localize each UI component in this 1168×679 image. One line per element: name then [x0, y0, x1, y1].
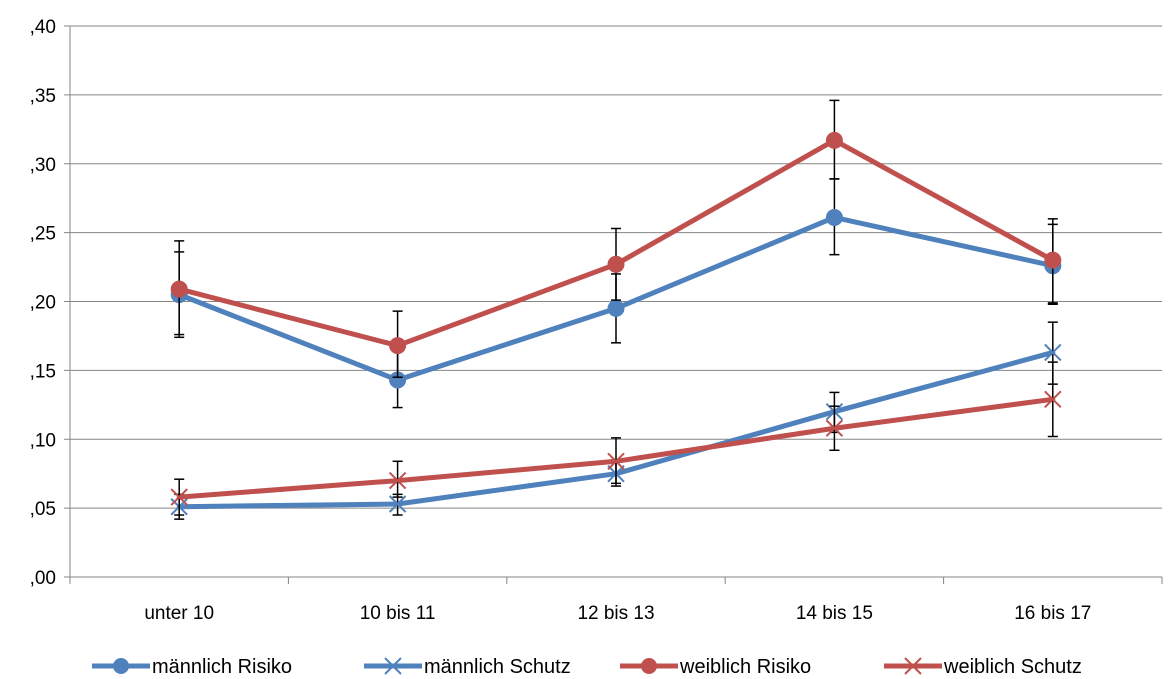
data-point	[825, 208, 843, 226]
series-3	[170, 99, 1062, 379]
data-point	[607, 255, 625, 273]
legend-marker	[904, 657, 922, 675]
legend-label: weiblich Schutz	[943, 656, 1082, 678]
legend-label: weiblich Risiko	[679, 656, 811, 678]
data-point	[825, 419, 844, 437]
data-point	[170, 280, 188, 298]
x-tick-label: unter 10	[144, 603, 214, 624]
data-point	[389, 337, 407, 355]
y-tick-label: ,00	[30, 568, 56, 589]
data-point	[170, 488, 188, 506]
axes	[64, 25, 1163, 584]
x-tick-label: 14 bis 15	[796, 603, 873, 624]
legend-label: männlich Risiko	[152, 656, 292, 678]
y-tick-label: ,15	[30, 361, 56, 382]
data-point	[825, 131, 843, 149]
data-point	[1044, 390, 1062, 409]
y-tick-label: ,35	[30, 86, 56, 107]
legend-entry: weiblich Risiko	[620, 656, 811, 678]
data-point	[607, 452, 625, 470]
legend: männlich Risiko männlich Schutz weiblich R…	[92, 656, 1082, 678]
x-tick-labels: unter 10 10 bis 11 12 bis 13 14 bis 15 16 bi…	[144, 603, 1091, 624]
y-tick-label: ,25	[30, 224, 56, 245]
data-point	[1044, 251, 1062, 269]
y-tick-label: ,10	[30, 430, 56, 451]
legend-entry: männlich Risiko	[92, 656, 292, 678]
y-tick-label: ,40	[30, 17, 56, 38]
x-tick-label: 12 bis 13	[577, 603, 654, 624]
x-tick-label: 16 bis 17	[1014, 603, 1091, 624]
legend-entry: männlich Schutz	[364, 656, 571, 678]
series-layer	[170, 99, 1062, 520]
y-tick-label: ,05	[30, 499, 56, 520]
data-point	[388, 495, 407, 513]
series-4	[170, 361, 1062, 516]
data-point	[607, 299, 625, 317]
legend-entry: weiblich Schutz	[884, 656, 1082, 678]
y-tick-labels: ,00 ,05 ,10 ,15 ,20 ,25 ,30 ,35 ,40	[30, 17, 56, 589]
legend-marker	[641, 658, 657, 674]
legend-marker	[384, 657, 402, 675]
y-tick-label: ,20	[30, 293, 56, 314]
data-point	[1044, 343, 1062, 362]
y-tick-label: ,30	[30, 155, 56, 176]
legend-label: männlich Schutz	[424, 656, 571, 678]
data-point	[388, 471, 407, 490]
x-tick-label: 10 bis 11	[360, 603, 436, 624]
legend-marker	[113, 658, 129, 674]
